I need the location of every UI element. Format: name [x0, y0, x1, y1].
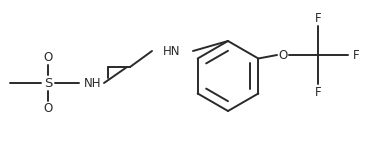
Text: F: F [315, 85, 321, 98]
Text: O: O [43, 50, 53, 64]
Text: O: O [43, 102, 53, 116]
Text: F: F [353, 48, 359, 61]
Text: F: F [315, 11, 321, 25]
Text: S: S [44, 77, 52, 89]
Text: NH: NH [84, 77, 102, 89]
Text: O: O [278, 48, 287, 61]
Text: HN: HN [163, 44, 181, 57]
